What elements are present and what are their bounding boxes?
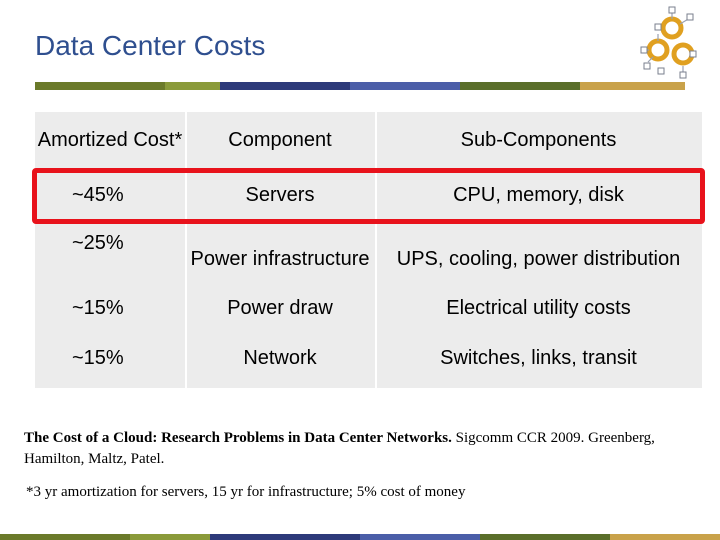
- highlight-box: [32, 168, 705, 224]
- component-cell: Network: [243, 346, 317, 369]
- sub-components-cell: Switches, links, transit: [440, 346, 637, 369]
- table-row: ~15% Network Switches, links, transit: [35, 340, 702, 376]
- component-cell: Servers: [245, 183, 315, 206]
- citation-details: Sigcomm CCR 2009. Greenberg, Hamilton, M…: [24, 430, 655, 467]
- table-row: ~25% Power infrastructure UPS, cooling, …: [35, 230, 702, 288]
- footnote: *3 yr amortization for servers, 15 yr fo…: [26, 484, 466, 500]
- cost-cell: ~15%: [72, 296, 124, 319]
- cost-cell: ~45%: [72, 183, 124, 206]
- bar-segment: [350, 82, 460, 90]
- column-divider: [185, 112, 187, 388]
- bar-segment: [130, 534, 210, 540]
- bar-segment: [165, 82, 220, 90]
- component-cell: Power draw: [227, 296, 333, 319]
- slide-title: Data Center Costs: [35, 30, 266, 61]
- network-gears-icon: [640, 6, 697, 79]
- sub-components-cell: CPU, memory, disk: [453, 183, 624, 206]
- component-cell: Power infrastructure: [190, 247, 370, 270]
- bar-segment: [0, 534, 130, 540]
- bar-segment: [580, 82, 685, 90]
- cost-table: Amortized Cost* Component Sub-Components…: [35, 112, 702, 388]
- bottom-bar: [0, 534, 720, 540]
- header-cost: Amortized Cost*: [37, 128, 183, 151]
- cost-cell: ~15%: [72, 346, 124, 369]
- table-row: ~45% Servers CPU, memory, disk: [35, 172, 702, 218]
- sub-components-cell: UPS, cooling, power distribution: [396, 247, 681, 270]
- title-underline-bar: [35, 82, 685, 90]
- citation-title: The Cost of a Cloud: Research Problems i…: [24, 430, 452, 446]
- bar-segment: [210, 534, 360, 540]
- bar-segment: [460, 82, 580, 90]
- header-component: Component: [228, 128, 332, 151]
- sub-components-cell: Electrical utility costs: [446, 296, 631, 319]
- bar-segment: [610, 534, 720, 540]
- citation: The Cost of a Cloud: Research Problems i…: [24, 428, 684, 470]
- bar-segment: [35, 82, 165, 90]
- table-header-row: Amortized Cost* Component Sub-Components: [35, 112, 702, 168]
- cost-cell: ~25%: [72, 232, 124, 254]
- bar-segment: [480, 534, 610, 540]
- bar-segment: [360, 534, 480, 540]
- header-sub-components: Sub-Components: [460, 128, 617, 151]
- column-divider: [375, 112, 377, 388]
- bar-segment: [220, 82, 350, 90]
- table-row: ~15% Power draw Electrical utility costs: [35, 290, 702, 326]
